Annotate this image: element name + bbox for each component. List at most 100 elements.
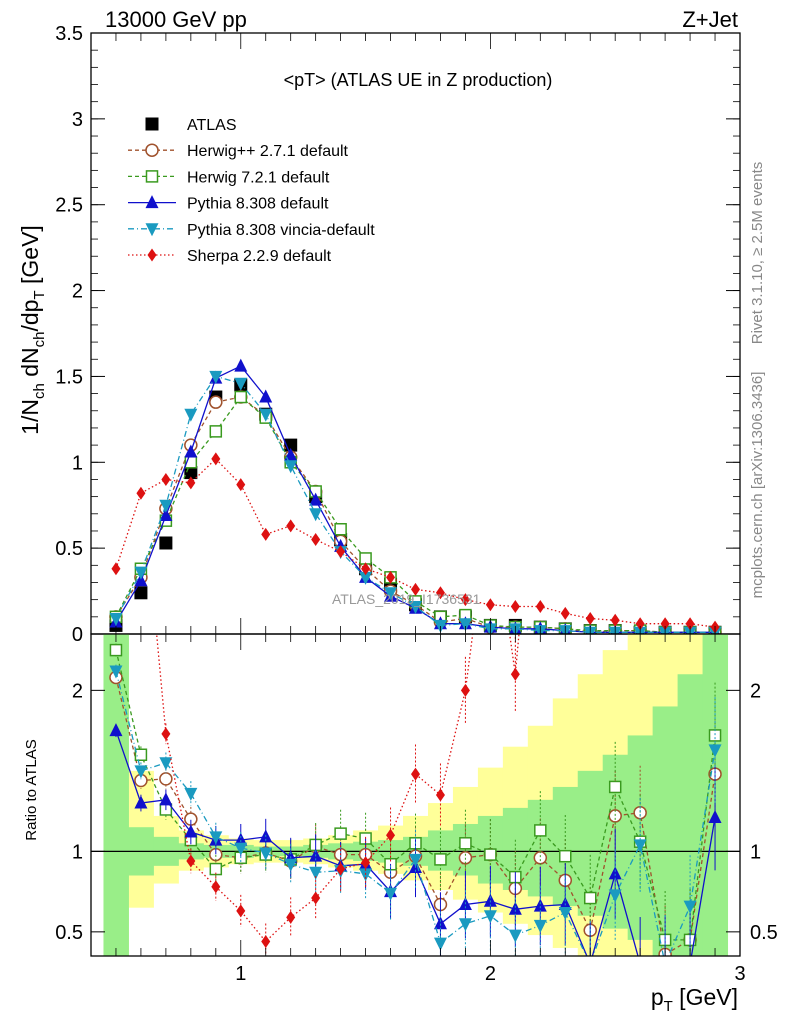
ratio-point xyxy=(711,394,720,407)
ratio-point xyxy=(583,891,597,905)
legend-marker xyxy=(145,143,159,157)
y-tick-label: 1.5 xyxy=(55,366,83,388)
ratio-point xyxy=(586,362,595,375)
data-point xyxy=(159,508,173,522)
ratio-point xyxy=(608,780,622,794)
legend-entry: Sherpa 2.2.9 default xyxy=(128,248,332,265)
ratio-y-tick-label-right: 0.5 xyxy=(750,922,778,944)
ratio-point xyxy=(186,854,196,868)
ratio-point xyxy=(109,665,123,679)
data-point xyxy=(234,390,248,404)
data-point xyxy=(134,586,148,600)
rivet-version-text: Rivet 3.1.10, ≥ 2.5M events xyxy=(749,162,766,345)
ratio-point xyxy=(458,918,472,932)
data-point xyxy=(284,460,298,474)
uncertainty-bands xyxy=(103,634,729,956)
ratio-point xyxy=(483,893,497,907)
data-point xyxy=(186,476,196,490)
ratio-point xyxy=(433,916,447,930)
data-point xyxy=(660,617,670,631)
ratio-point xyxy=(483,910,497,924)
data-point xyxy=(134,573,148,587)
legend-label: Sherpa 2.2.9 default xyxy=(187,248,332,265)
ratio-point xyxy=(359,868,373,882)
plot-title: <pT> (ATLAS UE in Z production) xyxy=(284,70,553,90)
data-point xyxy=(211,452,221,466)
data-point xyxy=(311,533,321,547)
ratio-point xyxy=(683,900,697,914)
data-point xyxy=(209,370,223,384)
header-left: 13000 GeV pp xyxy=(105,7,247,32)
ratio-point xyxy=(608,889,622,903)
x-axis-label-text: pT [GeV] xyxy=(651,984,738,1015)
series-4 xyxy=(109,370,722,634)
data-point xyxy=(610,613,620,627)
ratio-point xyxy=(409,853,422,867)
legend-entry: Pythia 8.308 default xyxy=(128,195,329,213)
ratio-point xyxy=(286,910,296,924)
ratio-point xyxy=(284,858,298,872)
ratio-point xyxy=(236,904,246,918)
ratio-y-label: Ratio to ATLAS xyxy=(23,739,40,840)
data-point xyxy=(386,570,396,584)
legend-label: Pythia 8.308 default xyxy=(187,196,329,213)
ratio-point xyxy=(533,919,547,933)
data-point xyxy=(361,562,371,576)
data-point xyxy=(134,566,148,580)
legend-label: Herwig 7.2.1 default xyxy=(187,169,330,186)
ratio-point xyxy=(259,847,273,861)
y-tick-label: 1 xyxy=(72,452,83,474)
ratio-point xyxy=(659,959,672,972)
legend-label: ATLAS xyxy=(187,117,237,134)
ratio-point xyxy=(184,824,198,838)
ratio-point xyxy=(261,935,271,949)
ratio-point xyxy=(533,898,547,912)
x-tick-label: 1 xyxy=(235,963,246,985)
legend-marker xyxy=(145,195,159,209)
data-point xyxy=(111,562,121,576)
ratio-point xyxy=(434,853,447,866)
ratio-point xyxy=(611,491,620,504)
ratio-point xyxy=(533,851,548,865)
data-point xyxy=(585,612,595,626)
y-axis-label: 1/Nch dNch/dpT [GeV] xyxy=(17,225,48,435)
ratio-point xyxy=(136,458,145,471)
y-tick-label: 0.5 xyxy=(55,538,83,560)
data-point xyxy=(460,593,470,607)
y-axis-label-main: 1/Nch dNch/dpT [GeV] xyxy=(17,225,48,435)
ratio-point xyxy=(433,937,447,951)
ratio-y-tick-label: 0.5 xyxy=(55,922,83,944)
y-tick-label: 0 xyxy=(72,624,83,646)
ratio-y-tick-label-right: 2 xyxy=(750,680,761,702)
legend-entry: Herwig++ 2.7.1 default xyxy=(128,143,349,160)
ratio-point xyxy=(634,957,647,970)
data-point xyxy=(259,408,273,422)
data-point xyxy=(458,618,472,632)
ratio-point xyxy=(209,831,223,845)
data-point xyxy=(109,613,123,627)
ratio-point xyxy=(334,827,347,840)
ratio-point xyxy=(435,788,445,802)
ratio-point xyxy=(109,723,123,737)
legend-entry: Pythia 8.308 vincia-default xyxy=(128,222,375,239)
data-point xyxy=(384,587,398,601)
legend-marker xyxy=(147,248,157,262)
ratio-point xyxy=(159,792,173,806)
data-point xyxy=(309,492,323,506)
ratio-point xyxy=(708,729,722,742)
data-point xyxy=(409,601,422,615)
ratio-point xyxy=(608,866,622,880)
x-axis-label: pT [GeV] xyxy=(651,984,738,1015)
ratio-series-4 xyxy=(136,120,720,956)
ratio-point xyxy=(134,795,148,809)
x-tick-label: 3 xyxy=(734,963,745,985)
series-5 xyxy=(111,452,720,634)
ratio-point xyxy=(386,828,396,842)
watermark: ATLAS_2019_I1736531 xyxy=(332,591,481,607)
ratio-point xyxy=(484,848,497,861)
y-tick-label: 2 xyxy=(72,281,83,303)
data-point xyxy=(560,606,570,620)
ratio-point xyxy=(661,120,670,133)
data-point xyxy=(259,389,273,403)
ratio-y-tick-label: 1 xyxy=(72,841,83,863)
